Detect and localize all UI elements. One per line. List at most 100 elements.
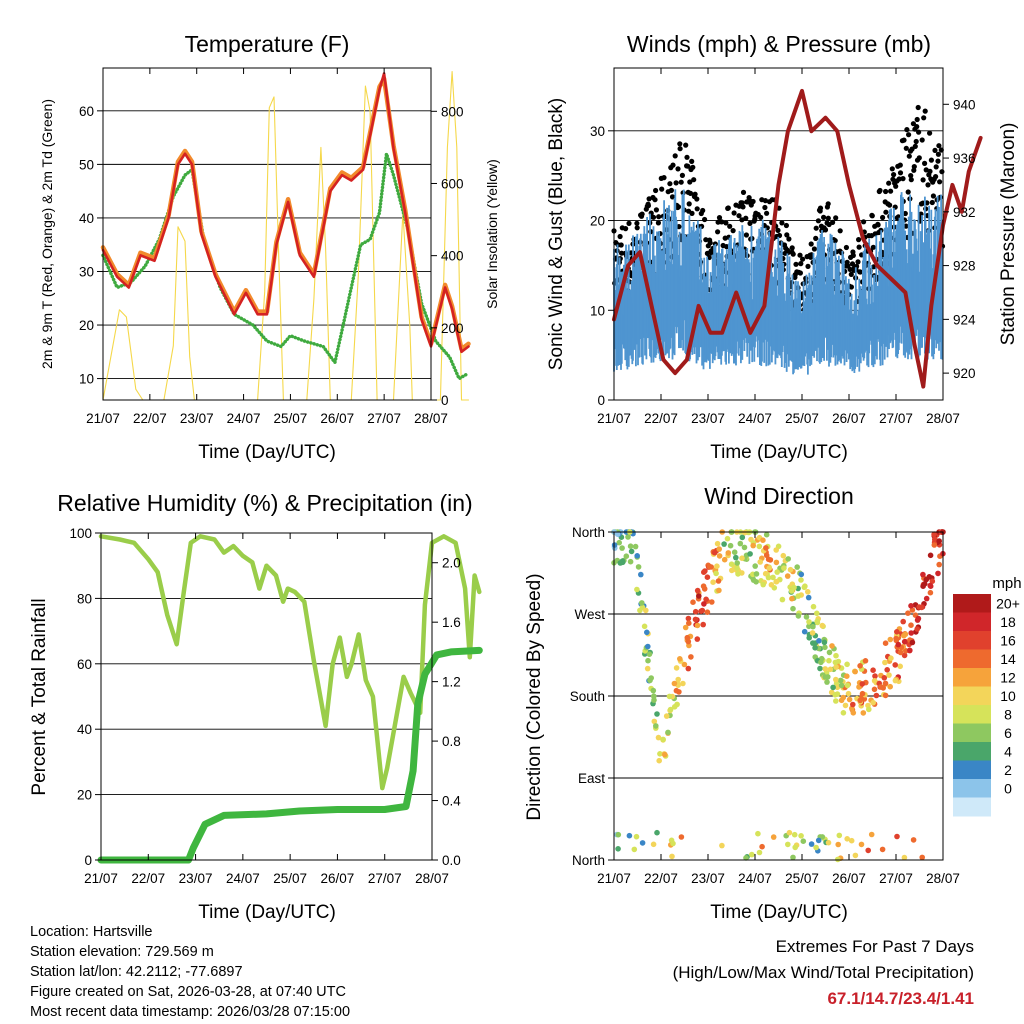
direction-point bbox=[908, 630, 914, 636]
direction-point bbox=[737, 540, 744, 547]
direction-point bbox=[926, 574, 933, 580]
gust-point bbox=[825, 215, 831, 221]
x-tick-label: 21/07 bbox=[597, 411, 631, 426]
direction-point bbox=[663, 713, 670, 719]
direction-point bbox=[834, 684, 841, 691]
gust-point bbox=[903, 223, 909, 229]
y-tick-label: 80 bbox=[77, 591, 92, 606]
direction-ylabel: Direction (Colored By Speed) bbox=[524, 573, 545, 820]
direction-point bbox=[760, 537, 766, 543]
gust-point bbox=[922, 108, 928, 114]
direction-point bbox=[773, 547, 779, 553]
x-tick-label: 22/07 bbox=[644, 871, 678, 886]
direction-point bbox=[615, 831, 622, 838]
direction-point bbox=[716, 587, 722, 594]
direction-point bbox=[779, 596, 786, 603]
colorbar-label: 20+ bbox=[996, 596, 1020, 612]
direction-point bbox=[827, 666, 834, 673]
direction-point bbox=[686, 620, 692, 626]
x-tick-label: 28/07 bbox=[415, 871, 449, 886]
gust-point bbox=[653, 207, 660, 213]
direction-point bbox=[887, 683, 893, 690]
gust-point bbox=[904, 127, 910, 133]
direction-point bbox=[670, 840, 676, 847]
gust-point bbox=[870, 244, 876, 250]
direction-point bbox=[639, 600, 645, 606]
direction-panel: Wind Direction 21/07 22/07 23/07 24/07 25/07… bbox=[524, 483, 1022, 923]
direction-point bbox=[716, 553, 723, 559]
direction-point bbox=[716, 546, 722, 552]
humidity-xlabel: Time (Day/UTC) bbox=[198, 902, 336, 923]
direction-point bbox=[824, 679, 830, 685]
direction-point bbox=[837, 677, 844, 684]
direction-point bbox=[627, 558, 634, 565]
y-tick-label: 0 bbox=[597, 393, 605, 408]
direction-point bbox=[617, 560, 624, 566]
direction-point bbox=[626, 832, 633, 839]
humidity-ylabel: Percent & Total Rainfall bbox=[29, 598, 50, 795]
direction-point bbox=[798, 833, 804, 839]
colorbar-label: 18 bbox=[1000, 614, 1016, 630]
gust-point bbox=[929, 199, 935, 206]
direction-point bbox=[676, 689, 682, 695]
direction-point bbox=[870, 667, 876, 673]
direction-point bbox=[752, 563, 758, 569]
direction-point bbox=[868, 831, 875, 838]
x-tick-label: 25/07 bbox=[273, 871, 307, 886]
extremes-title: Extremes For Past 7 Days bbox=[775, 937, 974, 956]
direction-point bbox=[650, 687, 657, 694]
gust-point bbox=[670, 162, 676, 168]
colorbar-segment bbox=[953, 797, 991, 817]
x-tick-label: 25/07 bbox=[785, 411, 819, 426]
direction-point bbox=[815, 837, 822, 844]
direction-point bbox=[628, 548, 635, 555]
direction-point bbox=[923, 595, 930, 602]
y-tick-label: North bbox=[572, 853, 605, 868]
colorbar-label: 12 bbox=[1000, 670, 1016, 686]
gust-point bbox=[762, 204, 768, 211]
direction-point bbox=[710, 579, 716, 585]
direction-point bbox=[936, 561, 942, 568]
direction-point bbox=[715, 578, 722, 584]
direction-point bbox=[798, 571, 805, 578]
gust-point bbox=[730, 228, 736, 234]
direction-point bbox=[714, 563, 720, 569]
direction-point bbox=[833, 664, 839, 670]
x-tick-label: 27/07 bbox=[368, 871, 402, 886]
gust-point bbox=[813, 225, 819, 231]
direction-point bbox=[897, 663, 903, 670]
gust-point bbox=[927, 130, 933, 136]
direction-point bbox=[931, 531, 937, 538]
x-tick-label: 24/07 bbox=[738, 871, 772, 886]
direction-point bbox=[674, 701, 680, 708]
gust-point bbox=[650, 214, 657, 220]
station-info: Location: Hartsville Station elevation: … bbox=[30, 922, 350, 1022]
humidity-title: Relative Humidity (%) & Precipitation (i… bbox=[57, 490, 472, 516]
y2-tick-label: 2.0 bbox=[442, 556, 461, 571]
gust-point bbox=[678, 179, 684, 185]
colorbar-segment bbox=[953, 612, 991, 632]
gust-point bbox=[655, 220, 662, 226]
direction-point bbox=[677, 656, 683, 662]
direction-point bbox=[862, 658, 869, 664]
gust-point bbox=[685, 163, 691, 169]
direction-point bbox=[727, 542, 734, 549]
gust-point bbox=[657, 231, 663, 237]
colorbar-segment bbox=[953, 760, 991, 780]
gust-point bbox=[848, 271, 854, 277]
direction-point bbox=[750, 577, 757, 583]
gust-point bbox=[925, 182, 931, 188]
colorbar-label: 2 bbox=[1004, 762, 1012, 778]
gust-point bbox=[668, 187, 675, 193]
gust-point bbox=[937, 179, 943, 185]
direction-point bbox=[865, 847, 871, 854]
gust-point bbox=[661, 175, 667, 181]
direction-point bbox=[651, 693, 657, 699]
y-tick-label: East bbox=[578, 771, 605, 786]
gust-point bbox=[667, 181, 673, 187]
temperature-title: Temperature (F) bbox=[185, 31, 350, 57]
direction-point bbox=[813, 844, 819, 851]
y2-tick-label: 1.2 bbox=[442, 675, 461, 690]
y-tick-label: 60 bbox=[77, 657, 92, 672]
direction-point bbox=[902, 631, 909, 638]
